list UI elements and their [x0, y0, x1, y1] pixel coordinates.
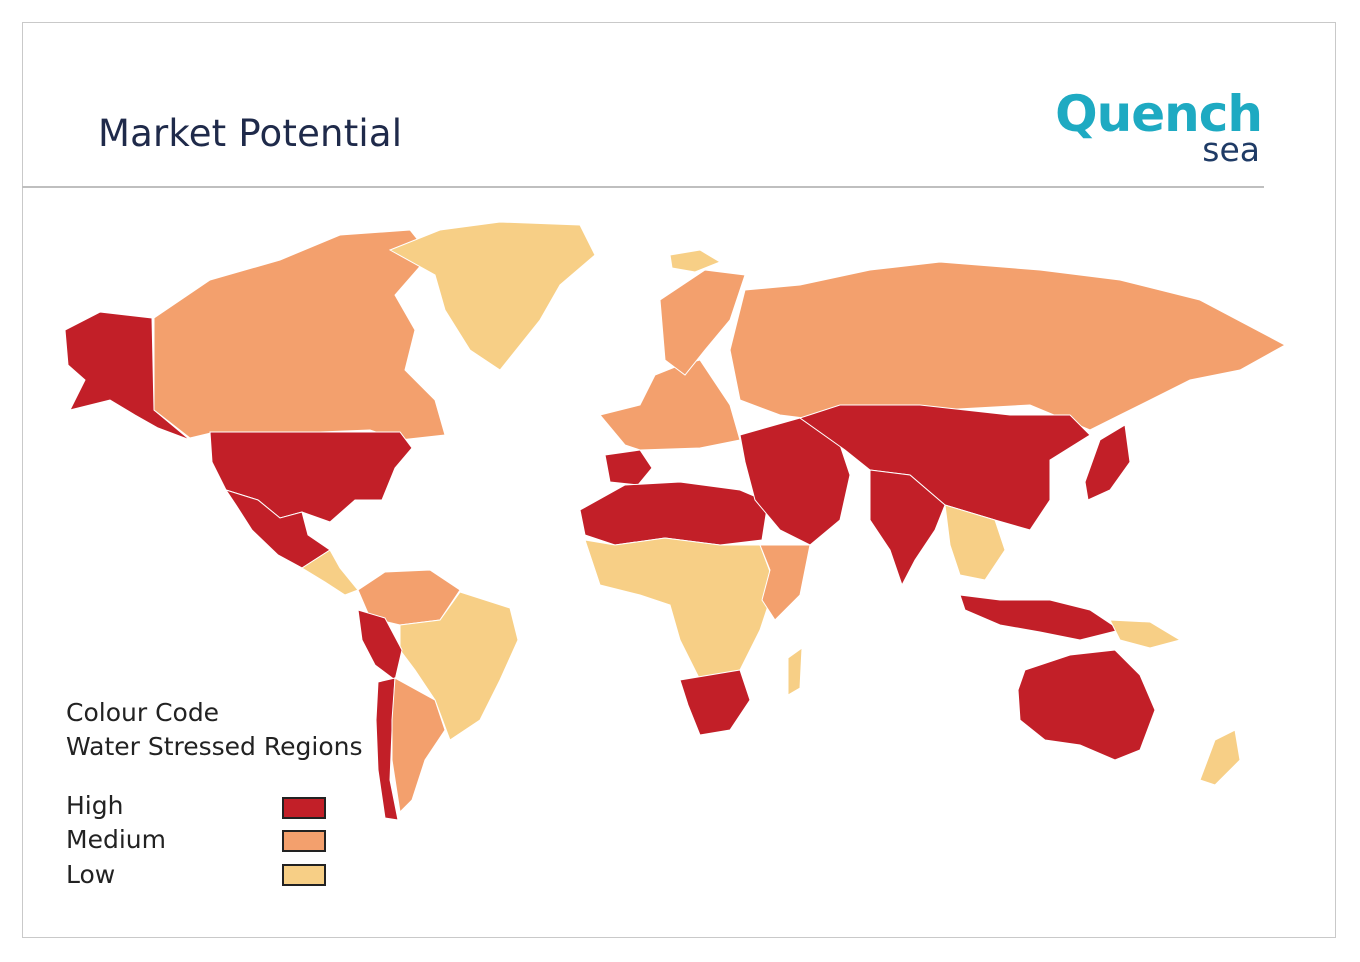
- region-russia: [729, 261, 1287, 431]
- region-western-europe: [599, 359, 741, 451]
- header-divider: [22, 186, 1264, 188]
- legend-swatch-high: [282, 797, 326, 819]
- region-japan: [1084, 424, 1131, 501]
- world-map: [64, 221, 1287, 821]
- region-scandinavia: [659, 269, 746, 376]
- region-southeast-asia: [944, 504, 1006, 581]
- region-iberia: [604, 449, 653, 486]
- region-indonesia: [959, 594, 1122, 641]
- legend-label-low: Low: [66, 860, 116, 889]
- legend-label-high: High: [66, 791, 124, 820]
- region-papua-new-guinea: [1109, 619, 1182, 649]
- region-north-africa: [579, 481, 769, 546]
- page-title: Market Potential: [98, 112, 403, 155]
- region-sub-saharan-africa: [584, 537, 776, 681]
- region-madagascar: [787, 646, 803, 696]
- legend-swatch-low: [282, 864, 326, 886]
- quenchsea-logo: Quench sea: [1000, 84, 1263, 174]
- legend-heading: Colour Code: [66, 698, 220, 727]
- slide-frame: [22, 22, 1336, 938]
- region-australia: [1017, 649, 1156, 761]
- region-canada: [153, 229, 446, 441]
- legend-subheading: Water Stressed Regions: [66, 732, 363, 761]
- region-new-zealand: [1199, 729, 1241, 786]
- region-india: [869, 469, 946, 587]
- logo-wordmark-main: Quench: [1055, 85, 1263, 143]
- region-iceland: [669, 249, 722, 273]
- region-argentina: [391, 677, 446, 814]
- region-brazil: [399, 591, 519, 741]
- region-greenland: [388, 221, 596, 371]
- legend-swatch-medium: [282, 830, 326, 852]
- region-east-africa: [759, 544, 811, 621]
- region-alaska: [64, 311, 191, 441]
- legend-label-medium: Medium: [66, 825, 166, 854]
- region-southern-africa: [679, 669, 751, 736]
- logo-wordmark-sub: sea: [1202, 130, 1260, 169]
